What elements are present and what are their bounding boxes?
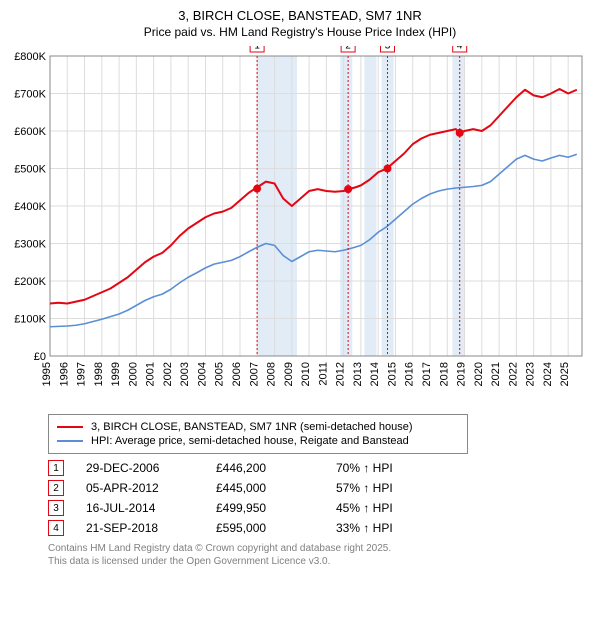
svg-text:2020: 2020 — [473, 362, 485, 386]
svg-text:2013: 2013 — [352, 362, 364, 386]
svg-text:2012: 2012 — [335, 362, 347, 386]
svg-text:1995: 1995 — [41, 362, 53, 386]
event-price: £499,950 — [216, 501, 336, 515]
svg-text:2007: 2007 — [248, 362, 260, 386]
event-badge: 4 — [48, 520, 64, 536]
event-price: £446,200 — [216, 461, 336, 475]
svg-text:2021: 2021 — [490, 362, 502, 386]
svg-text:2024: 2024 — [542, 362, 554, 386]
svg-text:2002: 2002 — [162, 362, 174, 386]
svg-text:£200K: £200K — [14, 276, 46, 288]
svg-text:2008: 2008 — [266, 362, 278, 386]
event-row: 3 16-JUL-2014£499,95045% ↑ HPI — [48, 500, 590, 516]
events-table: 1 29-DEC-2006£446,20070% ↑ HPI 2 05-APR-201… — [48, 460, 590, 536]
event-badge: 3 — [48, 500, 64, 516]
chart-title-line2: Price paid vs. HM Land Registry's House … — [10, 25, 590, 41]
event-hpi: 57% ↑ HPI — [336, 481, 456, 495]
legend-label: 3, BIRCH CLOSE, BANSTEAD, SM7 1NR (semi-… — [91, 421, 413, 433]
legend: 3, BIRCH CLOSE, BANSTEAD, SM7 1NR (semi-… — [48, 414, 468, 454]
svg-text:4: 4 — [457, 46, 463, 52]
svg-text:1997: 1997 — [76, 362, 88, 386]
chart-title-line1: 3, BIRCH CLOSE, BANSTEAD, SM7 1NR — [10, 8, 590, 25]
svg-text:£400K: £400K — [14, 201, 46, 213]
chart-container: 3, BIRCH CLOSE, BANSTEAD, SM7 1NR Price … — [0, 0, 600, 620]
event-price: £595,000 — [216, 521, 336, 535]
footer-line2: This data is licensed under the Open Gov… — [48, 555, 590, 568]
svg-text:2017: 2017 — [421, 362, 433, 386]
event-row: 4 21-SEP-2018£595,00033% ↑ HPI — [48, 520, 590, 536]
svg-text:2016: 2016 — [404, 362, 416, 386]
svg-text:£100K: £100K — [14, 314, 46, 326]
svg-text:2: 2 — [345, 46, 351, 52]
svg-text:2006: 2006 — [231, 362, 243, 386]
event-hpi: 33% ↑ HPI — [336, 521, 456, 535]
svg-text:2001: 2001 — [145, 362, 157, 386]
svg-text:£800K: £800K — [14, 51, 46, 63]
svg-text:£700K: £700K — [14, 89, 46, 101]
event-row: 1 29-DEC-2006£446,20070% ↑ HPI — [48, 460, 590, 476]
event-row: 2 05-APR-2012£445,00057% ↑ HPI — [48, 480, 590, 496]
footer-line1: Contains HM Land Registry data © Crown c… — [48, 542, 590, 555]
event-price: £445,000 — [216, 481, 336, 495]
svg-text:1: 1 — [254, 46, 260, 52]
event-hpi: 70% ↑ HPI — [336, 461, 456, 475]
svg-text:3: 3 — [385, 46, 391, 52]
svg-text:2000: 2000 — [127, 362, 139, 386]
svg-text:2010: 2010 — [300, 362, 312, 386]
event-date: 16-JUL-2014 — [86, 501, 216, 515]
svg-text:£500K: £500K — [14, 164, 46, 176]
chart-svg: £0 £100K £200K £300K £400K £500K £600K £700K £80… — [10, 46, 590, 406]
svg-text:2023: 2023 — [525, 362, 537, 386]
svg-text:1999: 1999 — [110, 362, 122, 386]
svg-text:2022: 2022 — [507, 362, 519, 386]
svg-text:2011: 2011 — [317, 362, 329, 386]
event-date: 05-APR-2012 — [86, 481, 216, 495]
legend-swatch — [57, 440, 83, 442]
svg-text:2019: 2019 — [456, 362, 468, 386]
svg-text:2015: 2015 — [386, 362, 398, 386]
event-date: 29-DEC-2006 — [86, 461, 216, 475]
svg-text:2009: 2009 — [283, 362, 295, 386]
svg-text:£600K: £600K — [14, 126, 46, 138]
svg-text:2014: 2014 — [369, 362, 381, 386]
legend-item: HPI: Average price, semi-detached house,… — [57, 435, 459, 447]
svg-text:1998: 1998 — [93, 362, 105, 386]
legend-label: HPI: Average price, semi-detached house,… — [91, 435, 409, 447]
svg-text:1996: 1996 — [58, 362, 70, 386]
event-date: 21-SEP-2018 — [86, 521, 216, 535]
svg-text:2005: 2005 — [214, 362, 226, 386]
footer: Contains HM Land Registry data © Crown c… — [48, 542, 590, 568]
svg-text:£0: £0 — [34, 351, 46, 363]
svg-text:£300K: £300K — [14, 239, 46, 251]
svg-text:2004: 2004 — [196, 362, 208, 386]
event-badge: 2 — [48, 480, 64, 496]
chart-area: £0 £100K £200K £300K £400K £500K £600K £700K £80… — [10, 46, 590, 406]
svg-text:2018: 2018 — [438, 362, 450, 386]
svg-text:2025: 2025 — [559, 362, 571, 386]
legend-swatch — [57, 426, 83, 428]
event-hpi: 45% ↑ HPI — [336, 501, 456, 515]
event-badge: 1 — [48, 460, 64, 476]
legend-item: 3, BIRCH CLOSE, BANSTEAD, SM7 1NR (semi-… — [57, 421, 459, 433]
svg-text:2003: 2003 — [179, 362, 191, 386]
